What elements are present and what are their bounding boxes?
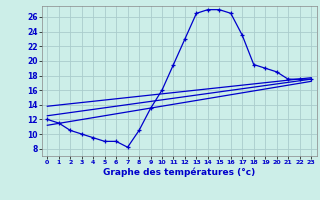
X-axis label: Graphe des températures (°c): Graphe des températures (°c) <box>103 168 255 177</box>
